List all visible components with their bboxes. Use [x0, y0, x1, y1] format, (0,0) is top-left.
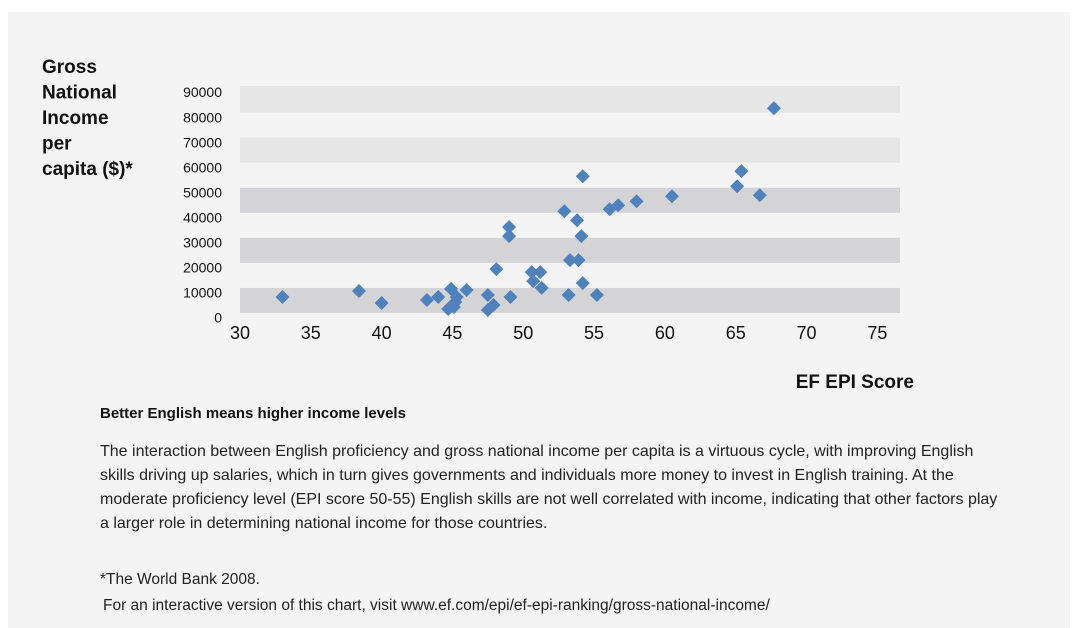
point	[419, 292, 434, 307]
x-axis-label: EF EPI Score	[796, 372, 914, 393]
x-tick-label: 65	[726, 323, 746, 343]
y-axis-label: per	[42, 134, 72, 155]
point	[561, 287, 576, 302]
x-tick-label: 75	[867, 323, 887, 343]
grid-band	[240, 137, 900, 163]
point	[534, 280, 549, 295]
y-tick-label: 90000	[183, 84, 222, 100]
y-tick-label: 80000	[183, 109, 222, 125]
y-axis-label: National	[42, 83, 117, 104]
point	[570, 213, 585, 228]
point	[533, 265, 548, 280]
point	[734, 164, 749, 179]
x-tick-label: 55	[584, 323, 604, 343]
y-axis-label: Gross	[42, 57, 97, 78]
y-tick-label: 60000	[183, 159, 222, 175]
point	[502, 229, 517, 244]
point	[589, 287, 604, 302]
point	[730, 179, 745, 194]
y-tick-label: 50000	[183, 184, 222, 200]
point	[574, 229, 589, 244]
point	[351, 283, 366, 298]
point	[480, 287, 495, 302]
point	[575, 169, 590, 184]
x-tick-label: 70	[797, 323, 817, 343]
point	[766, 101, 781, 116]
x-tick-label: 30	[230, 323, 250, 343]
point	[524, 265, 539, 280]
paragraph: The interaction between English proficie…	[100, 443, 998, 532]
y-tick-label: 70000	[183, 134, 222, 150]
point	[575, 276, 590, 291]
point	[446, 299, 461, 314]
point	[503, 289, 518, 304]
y-axis-label: Income	[42, 108, 109, 129]
point	[431, 289, 446, 304]
y-tick-label: 40000	[183, 209, 222, 225]
point	[449, 289, 464, 304]
y-tick-label: 0	[214, 310, 222, 326]
y-tick-label: 10000	[183, 285, 222, 301]
point	[571, 253, 586, 268]
y-axis-label: capita ($)*	[42, 159, 133, 180]
panel	[8, 12, 1070, 628]
point	[563, 253, 577, 268]
link-note: For an interactive version of this chart…	[103, 597, 770, 614]
point	[664, 189, 679, 204]
y-tick-label: 20000	[183, 260, 222, 276]
point	[629, 194, 644, 209]
point	[486, 297, 501, 312]
y-tick-label: 30000	[183, 235, 222, 251]
grid-band	[240, 86, 900, 106]
point	[489, 262, 504, 277]
point	[459, 282, 474, 297]
point	[526, 274, 541, 289]
grid-band	[240, 187, 900, 213]
x-tick-label: 50	[513, 323, 533, 343]
point	[374, 295, 389, 310]
point	[502, 220, 517, 235]
point	[275, 289, 290, 304]
x-tick-label: 40	[372, 323, 392, 343]
footnote: *The World Bank 2008.	[100, 571, 260, 588]
heading: Better English means higher income level…	[100, 405, 406, 422]
point	[557, 204, 572, 219]
x-tick-label: 35	[301, 323, 321, 343]
point	[752, 188, 767, 203]
point	[611, 198, 626, 213]
x-tick-label: 60	[655, 323, 675, 343]
x-tick-label: 45	[442, 323, 462, 343]
